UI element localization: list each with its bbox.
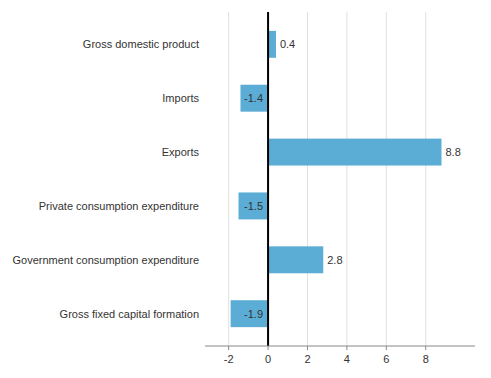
tick — [346, 346, 347, 350]
tick — [307, 346, 308, 350]
axis-line — [205, 346, 475, 347]
grid-line — [425, 12, 426, 346]
chart: -2 0 2 4 6 8 Gross fixed capital formation Gove… — [0, 0, 491, 378]
data-label: 8.8 — [445, 146, 460, 158]
category-label: Exports — [162, 146, 200, 158]
category-label: Private consumption expenditure — [39, 200, 199, 212]
grid-line — [268, 12, 269, 346]
tick — [425, 346, 426, 350]
tick-label: 0 — [265, 353, 271, 365]
bar — [268, 31, 276, 58]
category-label: Gross fixed capital formation — [60, 308, 199, 320]
data-label: 0.4 — [280, 38, 295, 50]
data-label: -1.5 — [244, 200, 263, 212]
grid-line — [307, 12, 308, 346]
bars — [231, 31, 442, 327]
bar — [231, 300, 268, 327]
data-label: 2.8 — [327, 254, 342, 266]
data-label: -1.9 — [244, 308, 263, 320]
x-axis: -2 0 2 4 6 8 — [205, 346, 475, 365]
bar — [239, 192, 269, 219]
grid-line — [346, 12, 347, 346]
tick — [386, 346, 387, 350]
data-label: -1.4 — [244, 92, 263, 104]
zero-line — [267, 12, 269, 346]
category-label: Gross domestic product — [83, 38, 199, 50]
tick — [268, 346, 269, 350]
data-labels: -1.9 2.8 -1.5 8.8 -1.4 0.4 — [244, 38, 461, 319]
category-label: Imports — [162, 92, 199, 104]
tick — [228, 346, 229, 350]
tick-label: -2 — [224, 353, 234, 365]
grid-line — [228, 12, 229, 346]
category-label: Government consumption expenditure — [13, 254, 200, 266]
bar — [268, 246, 323, 273]
bar — [268, 139, 441, 166]
tick-label: 2 — [304, 353, 310, 365]
bar — [240, 85, 268, 112]
grid-line — [386, 12, 387, 346]
tick-label: 6 — [383, 353, 389, 365]
tick-label: 8 — [423, 353, 429, 365]
tick-label: 4 — [344, 353, 350, 365]
y-axis: Gross fixed capital formation Government … — [13, 38, 200, 319]
grid — [229, 12, 426, 346]
